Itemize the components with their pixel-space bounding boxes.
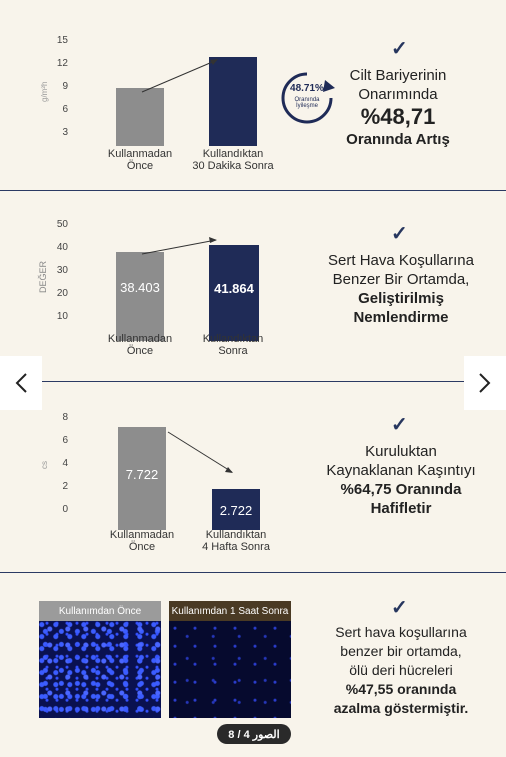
claim-dead-cells: Sert hava koşullarına benzer bir ortamda… [333, 624, 469, 716]
chevron-right-icon [479, 373, 491, 393]
chevron-left-icon [15, 373, 27, 393]
category-label: Kullandıktan 4 Hafta Sonra [202, 529, 270, 553]
bar-value: 41.864 [214, 281, 254, 297]
ytick: 8 [62, 412, 68, 423]
ytick: 12 [56, 58, 68, 69]
category-label: Kullanmadan Önce [109, 529, 175, 553]
ytick: 50 [56, 219, 68, 230]
ytick: 9 [62, 81, 68, 92]
microscope-image [39, 621, 161, 718]
improvement-badge: 48.71% Oranında İyileşme [281, 72, 335, 124]
bar-value: 38.403 [120, 280, 160, 296]
check-icon: ✓ [391, 223, 408, 245]
category-label: Kullanmadan Önce [107, 148, 173, 172]
divider [42, 381, 464, 382]
ytick: 0 [62, 504, 68, 515]
photo-label: Kullanımdan Önce [39, 601, 161, 621]
claim-moisture: Sert Hava Koşullarına Benzer Bir Ortamda… [328, 252, 474, 326]
bar-value: 2.722 [219, 502, 253, 518]
trend-arrow [141, 237, 217, 255]
ytick: 15 [56, 35, 68, 46]
photo-after: Kullanımdan 1 Saat Sonra [169, 601, 291, 718]
divider [0, 572, 506, 573]
bar-before: 38.403 [116, 252, 164, 341]
category-label: Kullandıktan Sonra [202, 333, 264, 357]
ytick: 10 [56, 311, 68, 322]
claim-itch: Kuruluktan Kaynaklanan Kaşıntıyı %64,75 … [326, 443, 476, 517]
section-itch: 8 6 4 2 0 cs 7.722 2.722 Kullanmadan Önce… [0, 382, 506, 572]
check-icon: ✓ [391, 414, 408, 436]
gallery-counter: الصور 4 / 8 [217, 724, 291, 744]
bar-before [116, 88, 164, 146]
photo-label: Kullanımdan 1 Saat Sonra [169, 601, 291, 621]
category-label: Kullanmadan Önce [107, 333, 173, 357]
next-button[interactable] [464, 356, 506, 410]
check-icon: ✓ [391, 38, 408, 60]
bar-value: 7.722 [125, 467, 159, 483]
ytick: 6 [62, 435, 68, 446]
check-icon: ✓ [391, 597, 408, 619]
divider [0, 190, 506, 191]
trend-arrow [167, 431, 233, 473]
claim-barrier: Cilt Bariyerinin Onarımında %48,71 Oranı… [346, 67, 450, 148]
bar-after: 2.722 [212, 488, 260, 530]
ytick: 30 [56, 265, 68, 276]
ytick: 40 [56, 242, 68, 253]
trend-arrow [141, 59, 218, 93]
ytick: 4 [62, 458, 68, 469]
bar-after: 41.864 [209, 245, 259, 341]
prev-button[interactable] [0, 356, 42, 410]
ytick: 20 [56, 288, 68, 299]
category-label: Kullandıktan 30 Dakika Sonra [192, 148, 274, 172]
section-dead-cells: Kullanımdan Önce Kullanımdan 1 Saat Sonr… [0, 573, 506, 757]
ytick: 2 [62, 481, 68, 492]
bar-before: 7.722 [118, 427, 166, 530]
photo-before: Kullanımdan Önce [39, 601, 161, 718]
microscope-image [169, 621, 291, 718]
ytick: 6 [62, 104, 68, 115]
section-moisture: 50 40 30 20 10 DEĞER 38.403 41.864 Kulla… [0, 191, 506, 381]
section-barrier: 15 12 9 6 3 g/m²h Kullanmadan Önce Kullan… [0, 0, 506, 190]
bar-after [209, 57, 257, 146]
ytick: 3 [62, 127, 68, 138]
